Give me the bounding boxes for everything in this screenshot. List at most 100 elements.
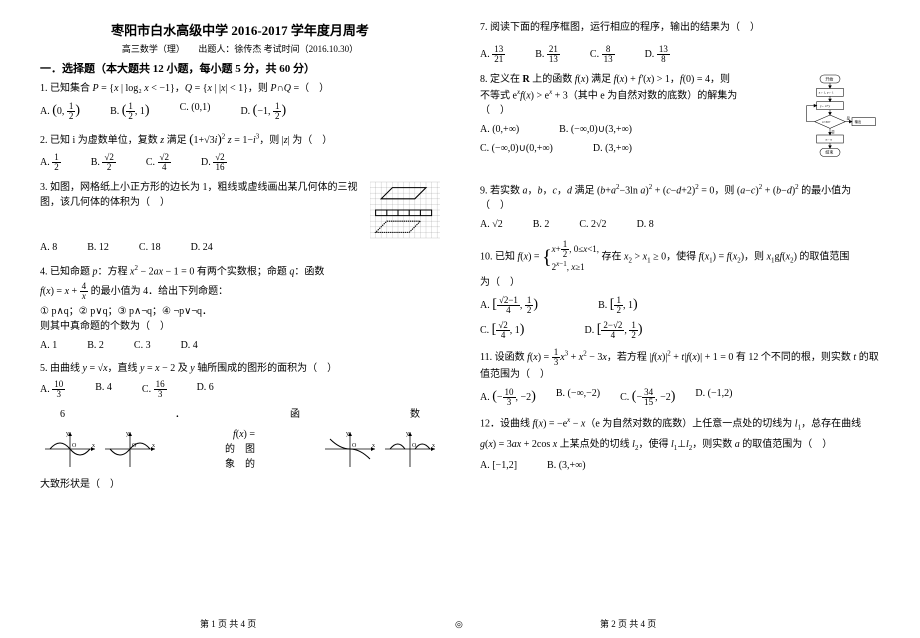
q12-optA: A. [−1,2]	[480, 458, 517, 473]
q1-text: 1. 已知集合 P = {x | log₂ x < −1}，Q = {x | |…	[40, 81, 440, 96]
footer-right: 第 2 页 共 4 页	[600, 617, 656, 630]
fc-init: x←1, y←1	[819, 91, 834, 96]
question-10: 10. 已知 f(x) = {x+12, 0≤x<1,2x−1, x≥1 存在 …	[480, 240, 880, 340]
fc-calc: y←x+y	[820, 104, 831, 108]
page-left-column: 枣阳市白水高级中学 2016-2017 学年度月周考 高三数学（理） 出题人：徐…	[30, 20, 460, 628]
q8-options: A. (0,+∞) B. (−∞,0)∪(3,+∞)	[480, 122, 795, 137]
q11-optA: A. (−103, −2)	[480, 386, 536, 407]
question-8: 开始 x←1, y←1 y←x+y x<30? 是 否 输出 x←y 结束 8.…	[480, 72, 880, 156]
q6-graphs2: Oxy Oxy	[320, 427, 440, 472]
section1-header: 一．选择题（本大题共 12 小题，每小题 5 分，共 60 分）	[40, 60, 440, 76]
q8-optC: C. (−∞,0)∪(0,+∞)	[480, 141, 553, 156]
q6-fx: f(x) = 的 图 象 的	[225, 427, 255, 472]
q9-optC: C. 2√2	[579, 217, 606, 232]
q3-optC: C. 18	[139, 240, 161, 255]
q4-optA: A. 1	[40, 338, 57, 353]
q4-text2: f(x) = x + 4x 的最小值为 4．给出下列命题：	[40, 282, 440, 301]
q9-optA: A. √2	[480, 217, 503, 232]
q10-text: 10. 已知 f(x) = {x+12, 0≤x<1,2x−1, x≥1 存在 …	[480, 240, 880, 275]
grid-diagram	[370, 180, 440, 240]
q2-optA: A. 12	[40, 153, 61, 172]
q7-text: 7. 阅读下面的程序框图，运行相应的程序，输出的结果为（ ）	[480, 20, 880, 35]
q5-optD: D. 6	[197, 380, 214, 399]
q3-options: A. 8 B. 12 C. 18 D. 24	[40, 240, 440, 255]
fc-cond: x<30?	[822, 120, 831, 124]
q10-optC: C. [√24, 1)	[480, 319, 524, 340]
q10-optA: A. [√2−14, 12)	[480, 294, 538, 315]
q7-options: A. 1321 B. 2113 C. 813 D. 138	[480, 45, 880, 64]
q2-optD: D. √216	[201, 153, 227, 172]
q11-optC: C. (−3415, −2)	[620, 386, 675, 407]
q6-l4: 象 的	[225, 457, 255, 472]
svg-text:O: O	[132, 443, 137, 449]
q8-options2: C. (−∞,0)∪(0,+∞) D. (3,+∞)	[480, 141, 795, 156]
svg-text:x: x	[372, 443, 375, 449]
q4-optC: C. 3	[134, 338, 151, 353]
question-6: 6 ． 函 数 Oxy Oxy f(x) = 的 图	[40, 407, 440, 492]
q5-text: 5. 由曲线 y = √x，直线 y = x − 2 及 y 轴所围成的图形的面…	[40, 361, 440, 376]
svg-text:y: y	[66, 431, 69, 437]
fc-no: 否	[831, 130, 835, 134]
svg-text:y: y	[406, 431, 409, 437]
q1-optB: B. (12, 1)	[110, 100, 150, 121]
exam-subtitle: 高三数学（理） 出题人：徐传杰 考试时间（2016.10.30）	[40, 42, 440, 55]
q3-optB: B. 12	[87, 240, 109, 255]
question-7: 7. 阅读下面的程序框图，运行相应的程序，输出的结果为（ ） A. 1321 B…	[480, 20, 880, 64]
q4-optB: B. 2	[87, 338, 104, 353]
q8-optD: D. (3,+∞)	[593, 141, 632, 156]
q1-optA: A. (0, 12)	[40, 100, 80, 121]
question-9: 9. 若实数 a，b，c，d 满足 (b+a2−3ln a)2 + (c−d+2…	[480, 182, 880, 232]
q6-text5: 大致形状是（ ）	[40, 477, 440, 492]
q8-optA: A. (0,+∞)	[480, 122, 519, 137]
q11-optB: B. (−∞,−2)	[556, 386, 600, 407]
question-5: 5. 由曲线 y = √x，直线 y = x − 2 及 y 轴所围成的图形的面…	[40, 361, 440, 399]
question-11: 11. 设函数 f(x) = 13x3 + x2 − 3x，若方程 |f(x)|…	[480, 348, 880, 407]
q2-optC: C. √24	[146, 153, 171, 172]
q11-optD: D. (−1,2)	[695, 386, 732, 407]
svg-text:O: O	[352, 443, 357, 449]
q4-text: 4. 已知命题 p：方程 x2 − 2ax − 1 = 0 有两个实数根；命题 …	[40, 263, 440, 279]
q6-graphs: Ox y Ox y	[40, 427, 160, 472]
q10-options2: C. [√24, 1) D. [2−√24, 12)	[480, 319, 880, 340]
svg-text:x: x	[152, 443, 155, 449]
q11-text2: 值范围为（ ）	[480, 367, 880, 382]
q4-text3: ① p∧q；② p∨q；③ p∧¬q；④ ¬p∨¬q．	[40, 304, 440, 319]
q10-optB: B. [12, 1)	[598, 294, 638, 315]
question-3: 3. 如图，网格纸上小正方形的边长为 1，粗线或虚线画出某几何体的三视图，该几何…	[40, 180, 440, 255]
q1-optC: C. (0,1)	[180, 100, 211, 121]
circle-mark: ◎	[455, 619, 463, 630]
q12-optB: B. (3,+∞)	[547, 458, 586, 473]
question-12: 12．设曲线 f(x) = −ex − x（e 为自然对数的底数）上任意一点处的…	[480, 415, 880, 472]
fc-start: 开始	[825, 75, 833, 81]
fc-yes: 是	[847, 116, 851, 121]
q9-options: A. √2 B. 2 C. 2√2 D. 8	[480, 217, 880, 232]
svg-text:x←y: x←y	[825, 137, 832, 141]
q2-optB: B. √22	[91, 153, 116, 172]
q8-optB: B. (−∞,0)∪(3,+∞)	[559, 122, 632, 137]
q12-options: A. [−1,2] B. (3,+∞)	[480, 458, 880, 473]
q10-optD: D. [2−√24, 12)	[584, 319, 642, 340]
fc-out: 输出	[855, 119, 862, 124]
q10-options: A. [√2−14, 12) B. [12, 1)	[480, 294, 880, 315]
svg-text:x: x	[92, 443, 95, 449]
q4-options: A. 1 B. 2 C. 3 D. 4	[40, 338, 440, 353]
q11-options: A. (−103, −2) B. (−∞,−2) C. (−3415, −2) …	[480, 386, 880, 407]
svg-text:O: O	[72, 443, 77, 449]
q7-optB: B. 2113	[535, 45, 560, 64]
q2-options: A. 12 B. √22 C. √24 D. √216	[40, 153, 440, 172]
q9-optB: B. 2	[533, 217, 550, 232]
q5-optB: B. 4	[95, 380, 112, 399]
graph-A: Ox y	[40, 427, 100, 472]
question-2: 2. 已知 i 为虚数单位，复数 z 满足 (1+√3i)2 z = 1−i3，…	[40, 129, 440, 172]
graph-D: Oxy	[380, 427, 440, 472]
q7-optD: D. 138	[645, 45, 670, 64]
q3-optA: A. 8	[40, 240, 57, 255]
svg-text:x: x	[432, 443, 435, 449]
svg-text:y: y	[346, 431, 349, 437]
q12-text2: g(x) = 3ax + 2cos x 上某点处的切线 l2，使得 l1⊥l2，…	[480, 437, 880, 454]
q10-text3: 为（ ）	[480, 275, 880, 290]
q5-optA: A. 103	[40, 380, 65, 399]
q4-text4: 则其中真命题的个数为（ ）	[40, 319, 440, 334]
svg-text:y: y	[126, 431, 129, 437]
q1-options: A. (0, 12) B. (12, 1) C. (0,1) D. (−1, 1…	[40, 100, 440, 121]
